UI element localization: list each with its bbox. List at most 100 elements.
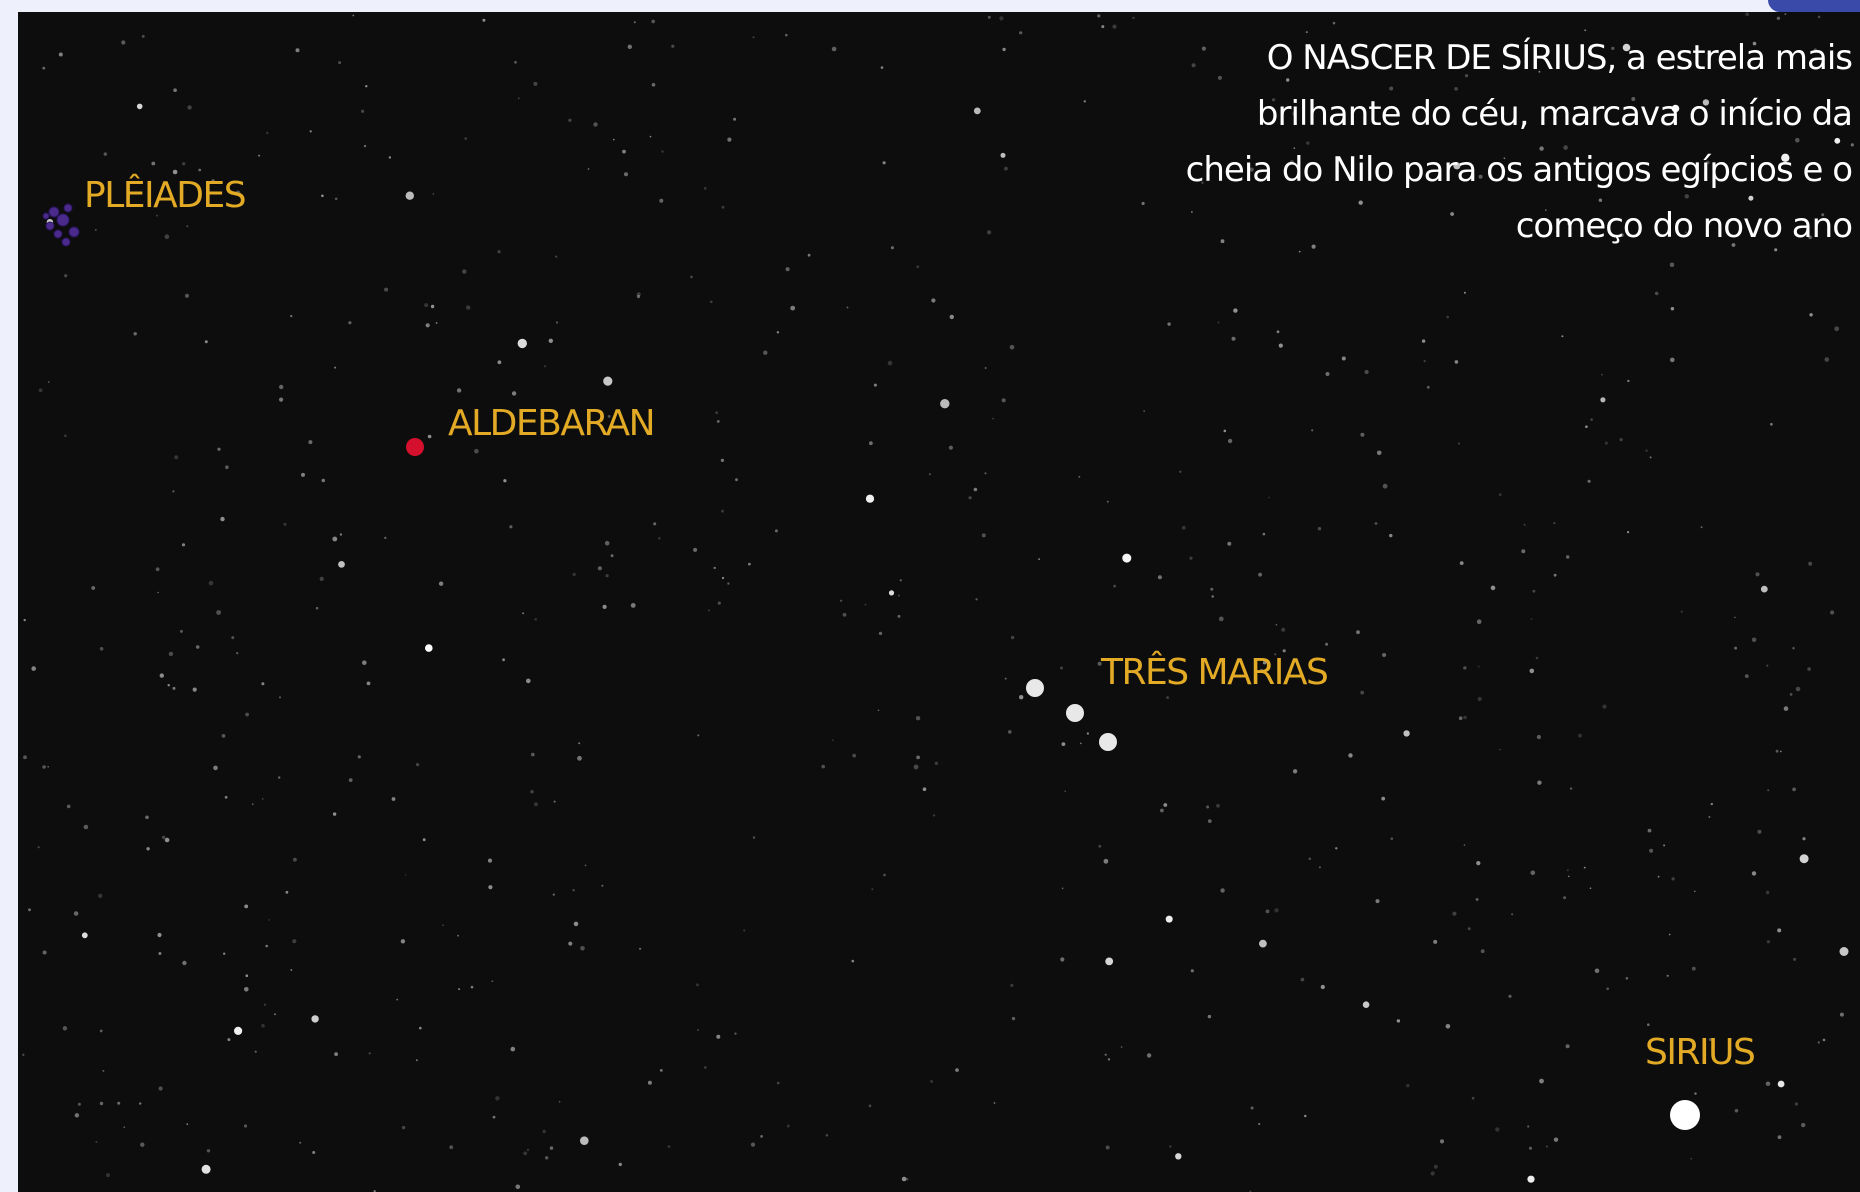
star (1649, 849, 1653, 853)
star (416, 763, 419, 766)
star (213, 766, 218, 771)
star (292, 939, 296, 943)
star (286, 891, 289, 894)
star (1563, 896, 1566, 899)
star (648, 1081, 652, 1085)
star (601, 885, 603, 887)
star (348, 321, 351, 324)
star (994, 1102, 996, 1104)
star (1531, 871, 1536, 876)
star (1311, 429, 1313, 431)
star (43, 213, 49, 219)
star (992, 418, 994, 420)
star (975, 598, 977, 600)
star (668, 1145, 671, 1148)
star (1175, 1153, 1181, 1159)
star (424, 303, 428, 307)
description-line: começo do novo ano (1186, 198, 1852, 254)
star (1527, 1125, 1529, 1127)
star (95, 229, 97, 231)
star (1511, 913, 1513, 915)
star (1107, 501, 1109, 503)
star (1472, 1097, 1475, 1100)
star (140, 1143, 144, 1147)
star (1663, 844, 1665, 846)
star (1276, 624, 1278, 626)
star (697, 1029, 699, 1031)
star (1158, 575, 1162, 579)
star (158, 952, 161, 955)
star (969, 496, 972, 499)
star (352, 15, 354, 17)
star (498, 360, 502, 364)
star (906, 1178, 909, 1181)
star (43, 951, 47, 955)
star (457, 388, 461, 392)
star (340, 533, 342, 535)
star (168, 684, 170, 686)
star (279, 696, 281, 698)
star (1424, 360, 1426, 362)
star (534, 618, 537, 621)
star (847, 307, 849, 309)
star (722, 577, 724, 579)
star (1104, 859, 1109, 864)
star (516, 1185, 521, 1190)
star (335, 198, 338, 201)
star (1403, 730, 1409, 736)
star (523, 1152, 527, 1156)
star (518, 97, 520, 99)
star (1375, 522, 1378, 525)
star (1590, 887, 1592, 889)
star (220, 517, 224, 521)
star (869, 441, 873, 445)
star (1708, 816, 1710, 818)
description-line: brilhante do céu, marcava o início da (1186, 86, 1852, 142)
star (1277, 330, 1280, 333)
star (808, 254, 811, 257)
star (244, 987, 249, 992)
star (511, 1047, 516, 1052)
star (423, 838, 426, 841)
star (244, 1124, 247, 1127)
star (1567, 869, 1569, 871)
pleiades-cluster (43, 204, 79, 246)
star (187, 105, 191, 109)
star (1304, 1115, 1306, 1117)
star (580, 946, 585, 951)
star (1263, 533, 1266, 536)
star (760, 1135, 763, 1138)
star (1084, 100, 1086, 102)
star (145, 816, 149, 820)
star (1342, 357, 1346, 361)
star (431, 305, 434, 308)
star (1440, 1139, 1444, 1143)
star (1019, 31, 1022, 34)
star (498, 250, 501, 253)
star (577, 756, 582, 761)
star (1464, 292, 1466, 294)
star (1780, 751, 1782, 753)
star (568, 942, 572, 946)
star (696, 983, 699, 986)
star (1600, 397, 1605, 402)
star (1319, 866, 1321, 868)
star (693, 548, 697, 552)
star (1531, 618, 1533, 620)
star (299, 1142, 301, 1144)
star (748, 563, 751, 566)
star (100, 1102, 103, 1105)
star (660, 1069, 663, 1072)
star (659, 199, 663, 203)
star (898, 595, 900, 597)
star (293, 858, 297, 862)
star (1734, 647, 1737, 650)
star (721, 510, 724, 513)
star (512, 391, 516, 395)
star (311, 1015, 318, 1022)
star (526, 679, 531, 684)
star (1365, 370, 1369, 374)
star (637, 292, 641, 296)
star (1062, 742, 1066, 746)
star (531, 753, 535, 757)
